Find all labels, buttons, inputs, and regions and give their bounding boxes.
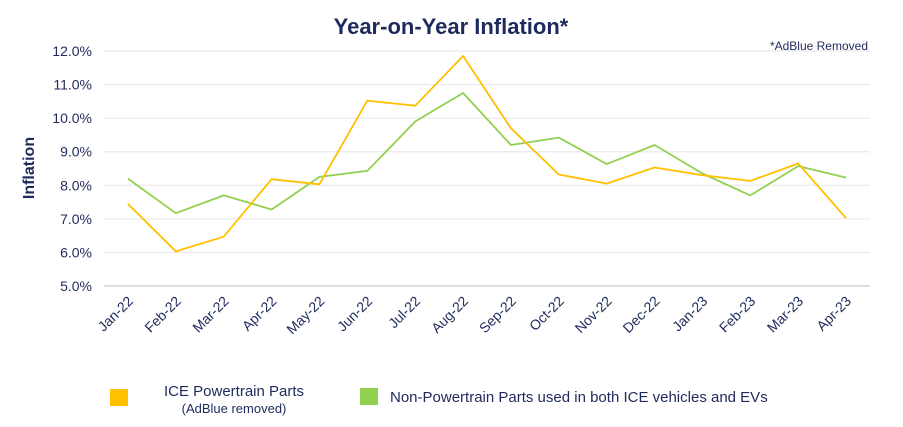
y-axis-label: Inflation <box>21 137 38 199</box>
x-tick-label: Jan-22 <box>94 293 136 335</box>
x-tick-label: Apr-23 <box>813 293 854 334</box>
x-tick-label: Mar-22 <box>189 293 232 336</box>
x-tick-label: Apr-22 <box>239 293 280 334</box>
legend-sublabel-ice: (AdBlue removed) <box>182 401 287 416</box>
x-tick-label: Oct-22 <box>526 293 567 334</box>
y-tick-label: 10.0% <box>52 110 92 126</box>
y-tick-label: 11.0% <box>53 77 92 93</box>
y-tick-label: 9.0% <box>60 144 92 160</box>
x-tick-label: Nov-22 <box>572 293 615 336</box>
gridlines <box>104 50 870 287</box>
y-tick-label: 6.0% <box>60 244 92 260</box>
x-tick-label: Jun-22 <box>334 293 376 335</box>
legend-swatch-non-powertrain <box>360 388 378 405</box>
x-tick-label: Jul-22 <box>385 293 423 331</box>
y-tick-label: 5.0% <box>60 278 92 294</box>
y-tick-label: 7.0% <box>60 211 92 227</box>
series-line-ice-powertrain <box>127 55 847 253</box>
legend-label-ice: ICE Powertrain Parts <box>164 383 304 400</box>
x-tick-label: Feb-22 <box>141 293 184 336</box>
x-tick-label: Aug-22 <box>428 293 471 336</box>
x-tick-label: Sep-22 <box>476 293 519 336</box>
y-tick-label: 8.0% <box>60 177 92 193</box>
y-tick-label: 12.0% <box>52 43 92 59</box>
chart-title: Year-on-Year Inflation* <box>334 14 569 39</box>
x-tick-label: Jan-23 <box>669 293 711 335</box>
legend-swatch-ice <box>110 389 128 406</box>
x-tick-label: Dec-22 <box>619 293 662 336</box>
y-tick-labels: 5.0% 6.0% 7.0% 8.0% 9.0% 10.0% 11.0% 12.0% <box>52 43 92 294</box>
x-tick-label: Feb-23 <box>716 293 759 336</box>
series-line-non-powertrain <box>127 92 847 215</box>
x-tick-label: May-22 <box>283 293 327 337</box>
series-lines <box>127 55 847 253</box>
legend: ICE Powertrain Parts (AdBlue removed) No… <box>110 383 768 416</box>
legend-label-non-powertrain: Non-Powertrain Parts used in both ICE ve… <box>390 389 768 406</box>
x-tick-label: Mar-23 <box>764 293 807 336</box>
adblue-note: *AdBlue Removed <box>770 39 868 53</box>
x-tick-labels: Jan-22 Feb-22 Mar-22 Apr-22 May-22 Jun-22 Jul-… <box>94 293 854 337</box>
